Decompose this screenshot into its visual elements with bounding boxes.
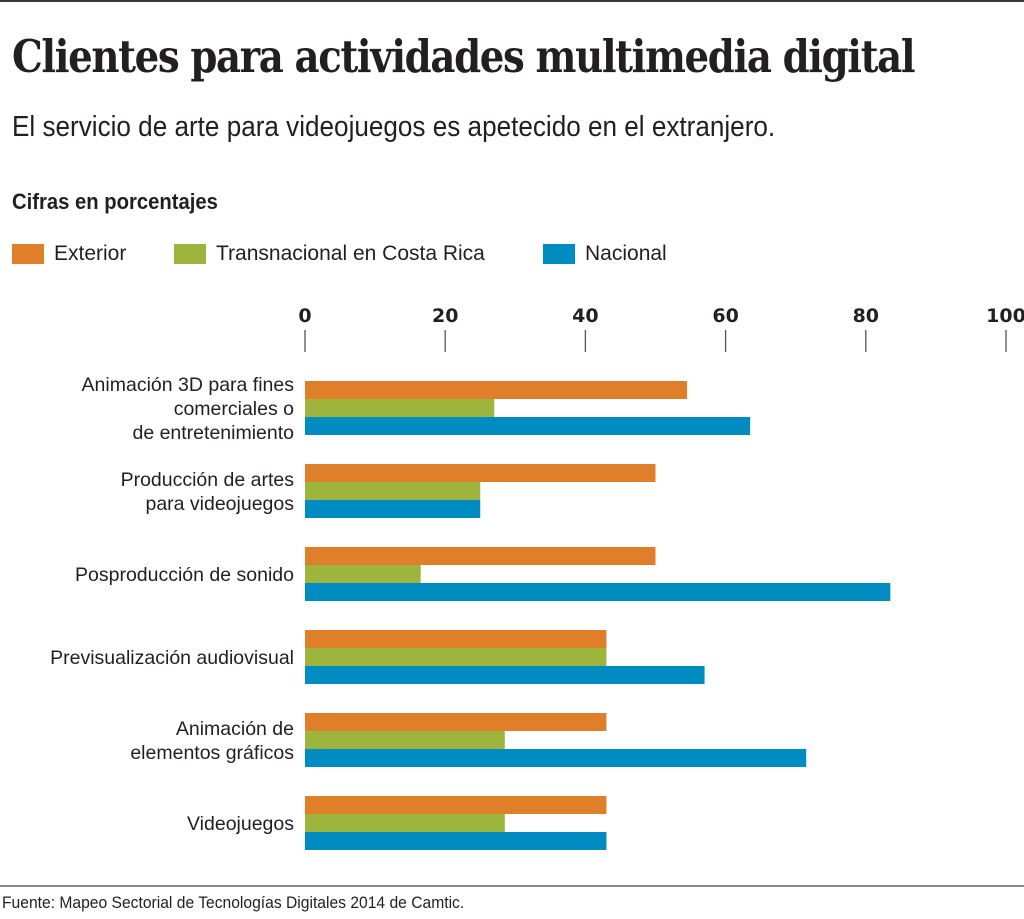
bar-5-exterior: [305, 713, 607, 731]
bar-6-exterior: [305, 796, 607, 814]
bar-3-transnacional: [305, 565, 421, 583]
bar-3-exterior: [305, 547, 656, 565]
bar-4-transnacional: [305, 648, 607, 666]
bar-1-exterior: [305, 381, 688, 399]
bar-6-transnacional: [305, 814, 505, 832]
bar-chart: 0 20 40 60 80 100 Animación 3D para finescomer…: [50, 305, 1024, 850]
legend-label-exterior: Exterior: [54, 242, 127, 265]
bar-2-exterior: [305, 464, 656, 482]
x-tick-label-0: 0: [298, 305, 311, 327]
category-label-1: comerciales o: [174, 398, 294, 420]
bar-6-nacional: [305, 832, 607, 850]
category-label-2: para videojuegos: [145, 493, 294, 515]
chart-title: Clientes para actividades multimedia dig…: [12, 30, 916, 83]
bar-4-nacional: [305, 666, 705, 684]
category-label-5: elementos gráficos: [130, 742, 294, 764]
legend-swatch-nacional: [543, 244, 575, 264]
top-rule: [0, 0, 1024, 2]
x-tick-label-100: 100: [986, 305, 1024, 327]
legend-item-exterior: Exterior: [12, 242, 126, 266]
bar-3-nacional: [305, 583, 891, 601]
bar-2-transnacional: [305, 482, 481, 500]
category-label-2: Producción de artes: [121, 469, 295, 491]
category-label-5: Animación de: [176, 718, 294, 740]
legend-item-transnacional: Transnacional en Costa Rica: [174, 242, 485, 266]
category-label-1: de entretenimiento: [132, 422, 294, 444]
legend-swatch-exterior: [12, 244, 44, 264]
source-note: Fuente: Mapeo Sectorial de Tecnologías D…: [2, 893, 465, 912]
x-tick-label-60: 60: [712, 305, 738, 327]
units-label: Cifras en porcentajes: [12, 189, 218, 214]
legend-swatch-transnacional: [174, 244, 206, 264]
bar-1-nacional: [305, 417, 751, 435]
legend-item-nacional: Nacional: [543, 242, 667, 266]
bar-5-nacional: [305, 749, 807, 767]
category-label-4: Previsualización audiovisual: [50, 647, 294, 669]
bar-5-transnacional: [305, 731, 505, 749]
bar-4-exterior: [305, 630, 607, 648]
category-label-1: Animación 3D para fines: [82, 374, 295, 396]
x-tick-label-20: 20: [432, 305, 458, 327]
category-label-3: Posproducción de sonido: [75, 564, 294, 586]
legend-label-transnacional: Transnacional en Costa Rica: [216, 242, 485, 265]
legend-label-nacional: Nacional: [585, 242, 667, 265]
chart-subtitle: El servicio de arte para videojuegos es …: [12, 111, 776, 143]
x-tick-label-40: 40: [572, 305, 598, 327]
bar-2-nacional: [305, 500, 481, 518]
bottom-rule: [0, 885, 1024, 887]
bar-1-transnacional: [305, 399, 495, 417]
x-tick-label-80: 80: [853, 305, 879, 327]
category-label-6: Videojuegos: [187, 813, 294, 835]
